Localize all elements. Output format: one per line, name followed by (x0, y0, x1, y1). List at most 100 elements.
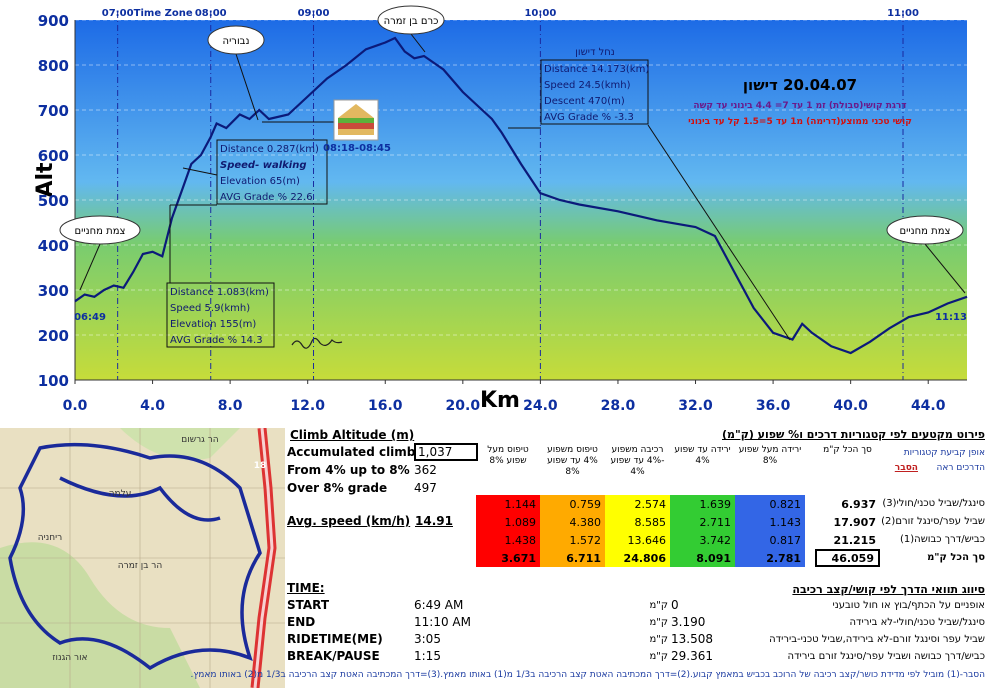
map-grid (0, 428, 285, 688)
sandwich (338, 129, 374, 135)
pace-unit: ק"מ (649, 617, 669, 628)
info-text: Distance 1.083(km) (170, 287, 269, 298)
map-label: עלמה (109, 489, 132, 499)
map-area (0, 542, 200, 688)
time-label: START (287, 598, 330, 612)
category-cell: 1.089 (476, 513, 540, 531)
category-cell: 1.572 (540, 531, 605, 549)
x-tick-label: 40.0 (833, 398, 868, 414)
callout-arrow (79, 243, 101, 291)
category-cell: 1.143 (735, 513, 805, 531)
x-tick-label: 16.0 (368, 398, 403, 414)
category-cell: 4.380 (540, 513, 605, 531)
technical: קושי טכני ממוצע(דרימה) מ1 עד 5=1.5 קל עד… (688, 117, 912, 127)
climb-value: 1,037 (414, 443, 478, 461)
map-label: הר בן זמרה (118, 561, 163, 571)
time-value: 1:15 (414, 649, 441, 663)
pace-desc: שביל עפר וסינגל זורם-לא בירידה,שביל טכני… (769, 634, 985, 645)
column-header: ירידה עד שפוע 4% (674, 445, 731, 466)
info-box (166, 282, 275, 348)
map-label: ריחניה (38, 533, 62, 543)
category-cell: 3.742 (670, 531, 735, 549)
callout-text: צמת מחניים (900, 226, 951, 237)
time-label: 11:00 (887, 8, 919, 19)
pace-title: סיווג תוואי הדרך לפי קושי/קצב רכיבה (792, 583, 985, 596)
y-tick-label: 700 (38, 102, 69, 120)
category-cell: 0.821 (735, 495, 805, 513)
route (8, 442, 262, 671)
category-cell: 46.059 (815, 549, 880, 567)
category-cell: 2.781 (735, 549, 805, 567)
sandwich (338, 118, 374, 123)
x-tick-label: 28.0 (601, 398, 636, 414)
x-tick-label: 4.0 (140, 398, 165, 414)
column-header: טיפוס מעל שפוע 8% (487, 445, 529, 466)
time-value: 6:49 AM (414, 598, 464, 612)
end-time: 11:13 (935, 312, 967, 323)
y-tick-label: 900 (38, 12, 69, 30)
column-header: ירידה מעל שפוע 8% (738, 445, 802, 466)
x-tick-label: 36.0 (756, 398, 791, 414)
info-text: Distance 14.173(km) (544, 64, 649, 75)
category-cell: 6.711 (540, 549, 605, 567)
time-label: 09:00 (298, 8, 330, 19)
footer: הסבר-(1) מוביל לפי מדידת כושר/קצב רכיבה … (190, 670, 985, 680)
info-text: Distance 0.287(km) (220, 144, 319, 155)
row-label: כביש/דרך כבושה(1) (899, 534, 985, 545)
map-label: אור הגנוז (52, 653, 87, 663)
time-label: 07:00 (102, 8, 134, 19)
y-tick-label: 100 (38, 372, 69, 390)
categories-link: הסבר (894, 463, 918, 473)
categories-note: אופן קביעת קטגוריות (903, 448, 985, 458)
time-label: BREAK/PAUSE (287, 649, 380, 663)
time-zone-label: Time Zone (134, 8, 193, 19)
y-tick-label: 500 (38, 192, 69, 210)
row-label: סינגל/שביל טכני/חולי(3) (882, 498, 985, 509)
info-text: Descent 470(m) (544, 96, 625, 107)
difficulty: דרגת קושי(סבולת) זמ 1 עד 7= 4.4 בינוני ע… (693, 101, 906, 111)
callout (886, 215, 964, 245)
sandwich (338, 104, 374, 118)
pace-km: 29.361 (671, 649, 713, 663)
category-cell: 8.585 (605, 513, 670, 531)
map-label: הר גרשום (181, 435, 219, 445)
category-cell: 1.144 (476, 495, 540, 513)
column-header: רכיבה משפוע -4% עד שפוע 4% (610, 445, 665, 477)
time-label: RIDETIME(ME) (287, 632, 383, 646)
info-text: Speed 24.5(kmh) (544, 80, 631, 91)
ride-title: 20.04.07 דישון (743, 76, 857, 94)
chart: Alt Km 100 200 300 400 500 600 700 800 900 0.0 4.0… (33, 5, 968, 414)
callout-arrow (235, 53, 259, 121)
map: הר גרשום עלמה ריחניה הר בן זמרה אור הגנוז 18 (0, 428, 285, 688)
pace-unit: ק"מ (649, 651, 669, 662)
info-text: AVG Grade % 22.6 (220, 192, 313, 203)
y-tick-label: 600 (38, 147, 69, 165)
category-cell: 13.646 (605, 531, 670, 549)
pace-km: 13.508 (671, 632, 713, 646)
callout (207, 25, 265, 55)
categories-title: פירוט מקטעים לפי קטגוריות דרכים ו% שפוע … (722, 428, 985, 441)
climb-label: Accumulated climb (287, 445, 416, 459)
y-tick-label: 800 (38, 57, 69, 75)
signature (291, 337, 343, 349)
column-header: סך הכל ק"מ (823, 445, 872, 455)
category-cell: 3.671 (476, 549, 540, 567)
climb-label: Over 8% grade (287, 481, 388, 495)
category-cell: 2.574 (605, 495, 670, 513)
info-box (540, 59, 649, 125)
category-cell: 6.937 (841, 497, 876, 511)
climb-title: Climb Altitude (m) (290, 428, 415, 442)
segment-title: נחל דישון (575, 47, 615, 58)
box-leader (182, 167, 218, 176)
y-axis-label: Alt (33, 162, 58, 198)
y-tick-label: 200 (38, 327, 69, 345)
map-label: 18 (254, 461, 267, 471)
profile-line (74, 36, 968, 355)
x-tick-label: 44.0 (911, 398, 946, 414)
speed-value: 14.91 (415, 514, 453, 528)
category-cell: 1.438 (476, 531, 540, 549)
box-leader (647, 124, 791, 341)
callout-arrow (410, 33, 426, 53)
pace-desc: אופניים על הכתף/בוץ או חול טובעני (832, 600, 985, 611)
